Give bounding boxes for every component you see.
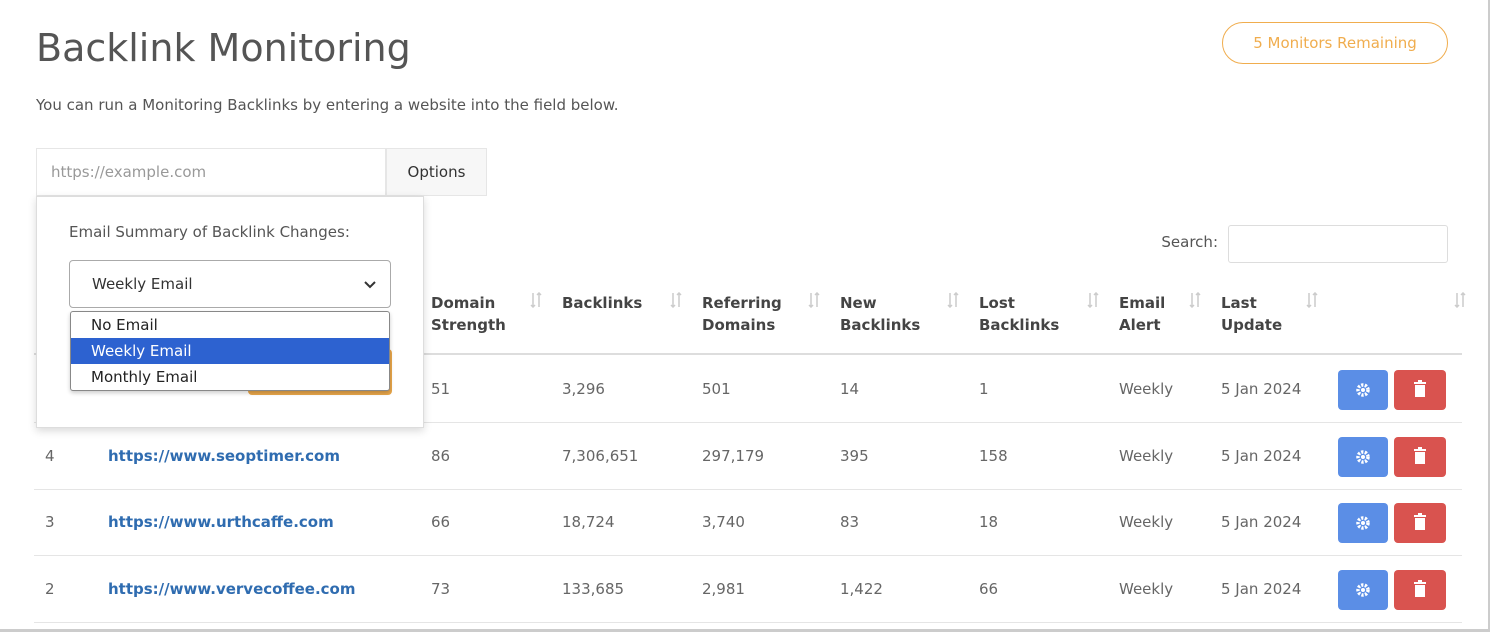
- row-rule: [34, 422, 1462, 423]
- referring-domains: 297,179: [702, 446, 765, 465]
- settings-button[interactable]: [1338, 436, 1388, 477]
- new-backlinks: 395: [840, 446, 869, 465]
- option[interactable]: Monthly Email: [91, 368, 198, 386]
- delete-button[interactable]: [1394, 503, 1446, 543]
- email-alert: Weekly: [1119, 380, 1174, 398]
- settings-button[interactable]: [1338, 503, 1388, 543]
- row-rule: [34, 621, 1462, 623]
- settings-button[interactable]: [1338, 569, 1388, 610]
- sort-icon[interactable]: [1087, 292, 1099, 308]
- new-backlinks: 1,422: [840, 579, 883, 598]
- sort-icon[interactable]: [1454, 292, 1466, 308]
- options-panel: Email Summary of Backlink Changes: Weekl…: [36, 196, 424, 428]
- column-header[interactable]: Backlinks: [562, 294, 643, 312]
- website[interactable]: https://www.seoptimer.com: [108, 446, 340, 465]
- new-backlinks: 14: [840, 380, 860, 398]
- domain-strength: 51: [431, 380, 451, 398]
- domain-strength: 66: [431, 513, 451, 531]
- email-alert: Weekly: [1119, 513, 1174, 531]
- domain-strength: 86: [431, 446, 451, 465]
- search-input[interactable]: [1228, 225, 1448, 263]
- number: 2: [45, 579, 55, 598]
- email-alert: Weekly: [1119, 446, 1174, 465]
- referring-domains: 2,981: [702, 579, 745, 598]
- lost-backlinks: 18: [979, 513, 999, 531]
- website[interactable]: https://www.vervecoffee.com: [108, 579, 356, 598]
- select-value: Weekly Email: [92, 275, 193, 293]
- header-rule: [34, 353, 1462, 355]
- gear-icon: [1356, 383, 1370, 397]
- last-update: 5 Jan 2024: [1221, 579, 1302, 598]
- trash-icon: [1414, 380, 1426, 397]
- sort-icon[interactable]: [670, 292, 682, 308]
- sort-icon[interactable]: [530, 292, 542, 308]
- new-backlinks: 83: [840, 513, 860, 531]
- option[interactable]: Weekly Email: [71, 338, 389, 364]
- backlinks: 18,724: [562, 513, 615, 531]
- delete-button[interactable]: [1394, 436, 1446, 477]
- trash-icon: [1414, 513, 1426, 530]
- last-update: 5 Jan 2024: [1221, 513, 1302, 531]
- column-header[interactable]: Email Alert: [1119, 294, 1166, 334]
- sort-icon[interactable]: [1189, 292, 1201, 308]
- delete-button[interactable]: [1394, 370, 1446, 410]
- backlinks: 3,296: [562, 380, 605, 398]
- row-rule: [34, 488, 1462, 490]
- lost-backlinks: 1: [979, 380, 989, 398]
- last-update: 5 Jan 2024: [1221, 380, 1302, 398]
- backlinks: 133,685: [562, 579, 625, 598]
- page-title: Backlink Monitoring: [36, 26, 411, 70]
- description: You can run a Monitoring Backlinks by en…: [36, 96, 619, 114]
- number: 3: [45, 513, 55, 531]
- chevron: [364, 281, 376, 289]
- column-header[interactable]: Lost Backlinks: [979, 294, 1060, 334]
- backlinks: 7,306,651: [562, 446, 639, 465]
- panel-label: Email Summary of Backlink Changes:: [69, 223, 350, 241]
- referring-domains: 501: [702, 380, 731, 398]
- email-select[interactable]: Weekly Email: [69, 260, 391, 308]
- email-alert: Weekly: [1119, 579, 1174, 598]
- option-list: No Email Weekly Email Monthly Email: [70, 311, 390, 391]
- domain-strength: 73: [431, 579, 451, 598]
- url-input[interactable]: https://example.com: [36, 148, 386, 196]
- option[interactable]: No Email: [91, 316, 158, 334]
- monitors-badge[interactable]: 5 Monitors Remaining: [1222, 22, 1448, 64]
- delete-button[interactable]: [1394, 569, 1446, 610]
- last-update: 5 Jan 2024: [1221, 446, 1302, 465]
- number: 4: [45, 446, 55, 465]
- lost-backlinks: 158: [979, 446, 1008, 465]
- lost-backlinks: 66: [979, 579, 999, 598]
- website[interactable]: https://www.urthcaffe.com: [108, 513, 334, 531]
- options-button[interactable]: Options: [386, 148, 487, 196]
- row-rule: [34, 555, 1462, 556]
- referring-domains: 3,740: [702, 513, 745, 531]
- trash-icon: [1414, 579, 1426, 597]
- settings-button[interactable]: [1338, 370, 1388, 410]
- gear-icon: [1356, 582, 1370, 597]
- column-header[interactable]: New Backlinks: [840, 294, 921, 334]
- gear-icon: [1356, 516, 1370, 530]
- sort-icon[interactable]: [947, 292, 959, 308]
- sort-icon[interactable]: [1306, 292, 1318, 308]
- gear-icon: [1356, 449, 1370, 464]
- column-header[interactable]: Referring Domains: [702, 294, 782, 334]
- trash-icon: [1414, 446, 1426, 464]
- sort-icon[interactable]: [808, 292, 820, 308]
- column-header[interactable]: Domain Strength: [431, 294, 506, 334]
- search-label: Search:: [1161, 233, 1218, 251]
- column-header[interactable]: Last Update: [1221, 294, 1283, 334]
